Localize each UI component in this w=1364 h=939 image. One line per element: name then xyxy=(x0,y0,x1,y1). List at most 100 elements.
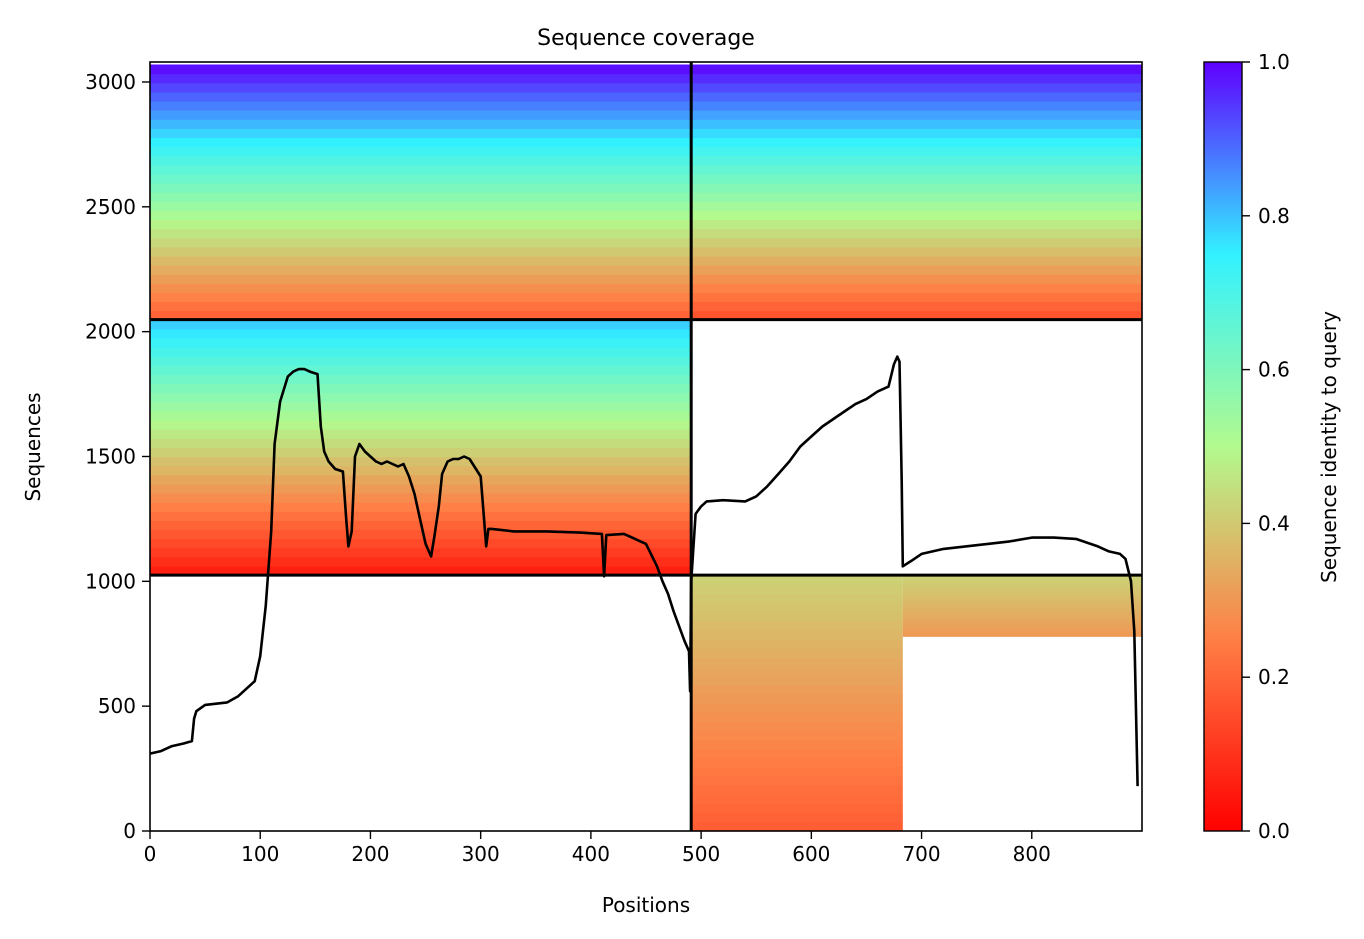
coverage-band xyxy=(902,599,1142,602)
y-axis-label: Sequences xyxy=(21,392,45,501)
coverage-band xyxy=(902,601,1142,605)
coverage-band xyxy=(691,748,903,759)
coverage-band xyxy=(691,173,1142,184)
coverage-band xyxy=(691,721,903,732)
coverage-band xyxy=(150,474,692,485)
coverage-band xyxy=(691,666,903,677)
coverage-band xyxy=(691,648,903,658)
coverage-band xyxy=(691,739,903,750)
coverage-band xyxy=(691,803,903,814)
coverage-band xyxy=(150,246,692,257)
coverage-band xyxy=(902,586,1142,589)
coverage-band xyxy=(691,602,903,613)
coverage-band xyxy=(150,155,692,166)
coverage-band xyxy=(150,228,692,239)
coverage-band xyxy=(150,274,692,284)
coverage-band xyxy=(150,146,692,157)
coverage-band xyxy=(691,210,1142,221)
coverage-band xyxy=(691,675,903,686)
chart-title: Sequence coverage xyxy=(537,26,755,51)
coverage-band xyxy=(691,201,1142,211)
coverage-band xyxy=(902,605,1142,609)
coverage-band xyxy=(150,374,692,385)
coverage-band xyxy=(691,593,903,604)
coverage-band xyxy=(902,603,1142,607)
y-tick-label: 0 xyxy=(123,819,136,843)
coverage-band xyxy=(150,128,692,139)
coverage-band xyxy=(150,556,692,567)
coverage-band xyxy=(150,64,692,75)
coverage-band xyxy=(150,100,692,111)
coverage-band xyxy=(150,301,692,312)
coverage-band xyxy=(691,639,903,649)
coverage-band xyxy=(150,565,692,576)
coverage-band xyxy=(150,119,692,129)
colorbar-tick-label: 0.4 xyxy=(1258,511,1290,535)
coverage-band xyxy=(902,610,1142,613)
coverage-band xyxy=(150,73,692,84)
coverage-heatmap xyxy=(150,64,1142,831)
coverage-band xyxy=(150,264,692,275)
coverage-band xyxy=(150,283,692,293)
coverage-band xyxy=(691,684,903,695)
coverage-band xyxy=(150,456,692,467)
coverage-band xyxy=(691,310,1142,321)
coverage-band xyxy=(150,182,692,193)
coverage-band xyxy=(691,584,903,594)
colorbar-tick-label: 0.6 xyxy=(1258,358,1290,382)
coverage-band xyxy=(150,438,692,448)
y-axis-ticks: 0 500 1000 1500 2000 2500 3000 xyxy=(85,70,150,843)
colorbar-gradient xyxy=(1203,61,1243,832)
x-tick-label: 800 xyxy=(1013,842,1051,866)
coverage-band xyxy=(691,693,903,704)
coverage-band xyxy=(150,447,692,458)
coverage-block-5 xyxy=(902,575,1142,637)
coverage-band xyxy=(691,283,1142,293)
coverage-band xyxy=(150,420,692,430)
coverage-band xyxy=(691,274,1142,284)
coverage-block-1 xyxy=(150,64,692,321)
coverage-band xyxy=(691,128,1142,139)
coverage-band xyxy=(150,328,692,339)
coverage-band xyxy=(150,219,692,230)
coverage-band xyxy=(902,625,1142,629)
coverage-band xyxy=(691,110,1142,120)
x-tick-label: 400 xyxy=(572,842,610,866)
coverage-block-2 xyxy=(691,64,1142,321)
coverage-band xyxy=(691,712,903,722)
coverage-band xyxy=(691,182,1142,193)
coverage-band xyxy=(902,607,1142,611)
coverage-band xyxy=(150,110,692,120)
coverage-band xyxy=(150,337,692,348)
coverage-band xyxy=(150,192,692,202)
colorbar-label: Sequence identity to query xyxy=(1317,311,1341,583)
colorbar-tick-label: 0.0 xyxy=(1258,819,1290,843)
coverage-block-3 xyxy=(150,319,692,576)
coverage-band xyxy=(150,547,692,558)
x-tick-label: 0 xyxy=(144,842,157,866)
coverage-band xyxy=(691,620,903,631)
coverage-band xyxy=(902,614,1142,618)
coverage-band xyxy=(150,483,692,494)
coverage-band xyxy=(150,164,692,175)
coverage-band xyxy=(150,538,692,549)
coverage-band xyxy=(691,611,903,622)
coverage-band xyxy=(150,210,692,221)
coverage-band xyxy=(150,310,692,321)
coverage-band xyxy=(691,657,903,668)
coverage-band xyxy=(902,629,1142,633)
coverage-band xyxy=(691,192,1142,202)
coverage-band xyxy=(691,137,1142,148)
coverage-band xyxy=(150,356,692,366)
coverage-band xyxy=(691,730,903,741)
coverage-band xyxy=(150,255,692,266)
coverage-band xyxy=(691,767,903,777)
plot-frame xyxy=(149,61,1143,832)
x-tick-label: 600 xyxy=(792,842,830,866)
coverage-band xyxy=(150,319,692,330)
coverage-band xyxy=(691,821,903,831)
x-tick-label: 500 xyxy=(682,842,720,866)
coverage-band xyxy=(150,237,692,248)
coverage-band xyxy=(150,137,692,148)
